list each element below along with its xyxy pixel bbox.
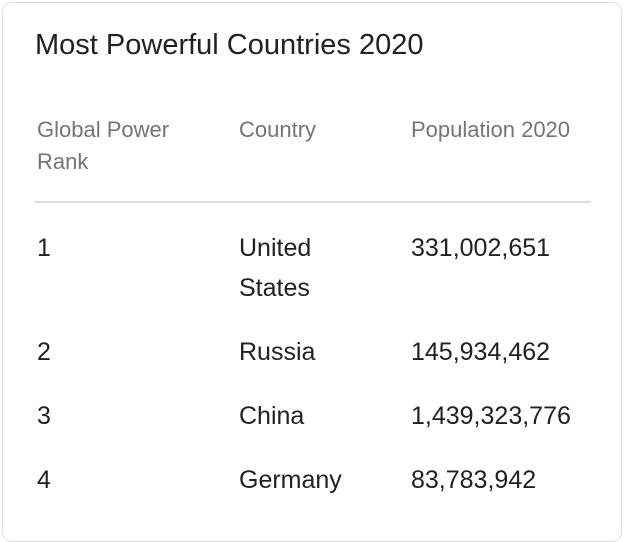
row-3-country-cell: China [239, 402, 305, 430]
row-4-rank-cell: 4 [37, 466, 51, 494]
row-2-rank-cell: 2 [37, 338, 51, 366]
row-1-population-cell: 331,002,651 [411, 234, 551, 262]
row-3-rank-cell: 3 [37, 402, 51, 430]
column-header-rank: Global Power Rank [37, 117, 170, 174]
column-header-country: Country [239, 117, 317, 142]
row-1-rank-cell: 1 [37, 234, 51, 262]
row-2-country-cell: Russia [239, 338, 316, 366]
row-1-country-cell: United States [239, 234, 312, 302]
row-4-country-cell: Germany [239, 466, 342, 494]
row-3-population-cell: 1,439,323,776 [411, 402, 571, 430]
header-divider [35, 201, 591, 203]
table-title: Most Powerful Countries 2020 [35, 29, 424, 61]
row-4-population-cell: 83,783,942 [411, 466, 537, 494]
column-header-population: Population 2020 [411, 117, 571, 142]
row-2-population-cell: 145,934,462 [411, 338, 551, 366]
